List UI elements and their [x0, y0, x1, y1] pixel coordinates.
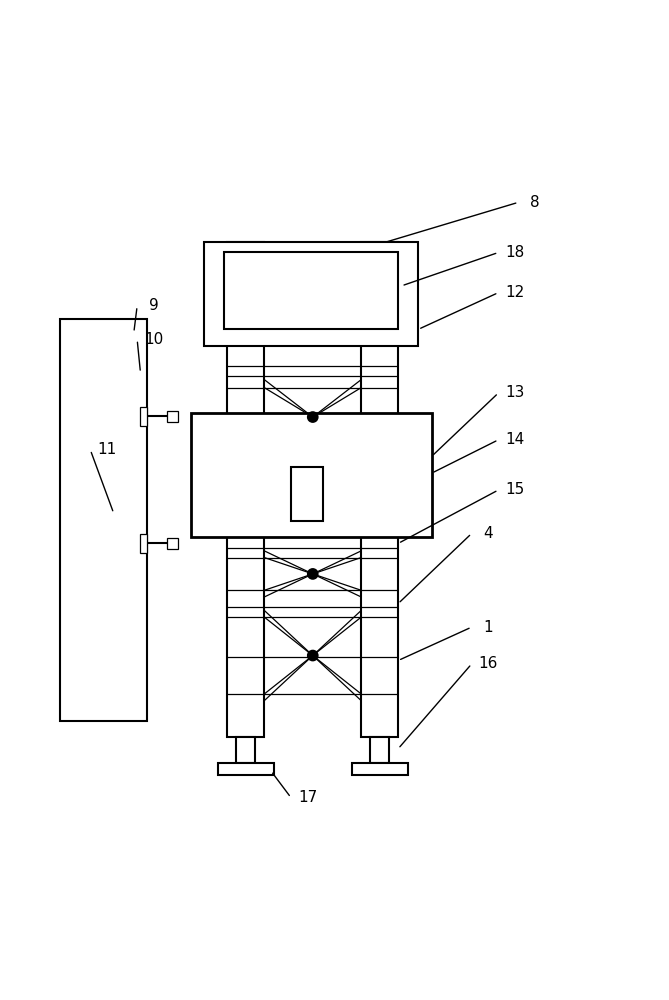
Circle shape — [308, 651, 318, 661]
Bar — [227, 242, 264, 737]
Text: 15: 15 — [506, 482, 524, 497]
Text: 4: 4 — [484, 526, 493, 541]
Text: 16: 16 — [479, 656, 498, 671]
Bar — [204, 242, 418, 346]
Text: 13: 13 — [506, 385, 524, 400]
Text: 14: 14 — [506, 432, 524, 447]
Bar — [291, 467, 323, 521]
Text: 11: 11 — [98, 442, 116, 457]
Bar — [224, 252, 398, 329]
Bar — [140, 407, 147, 426]
Text: 18: 18 — [506, 245, 524, 260]
Bar — [352, 763, 407, 775]
Bar — [140, 534, 147, 553]
Text: 17: 17 — [298, 790, 317, 805]
Text: 9: 9 — [149, 298, 159, 313]
Bar — [167, 411, 179, 422]
Text: 1: 1 — [484, 620, 493, 635]
Circle shape — [308, 412, 318, 422]
Text: 8: 8 — [531, 195, 540, 210]
Text: 12: 12 — [506, 285, 524, 300]
Text: 10: 10 — [145, 332, 163, 347]
Bar — [237, 737, 256, 763]
Bar — [361, 242, 398, 737]
Bar — [371, 737, 389, 763]
Bar — [191, 413, 432, 537]
Bar — [60, 319, 147, 721]
Bar — [218, 763, 274, 775]
Circle shape — [308, 569, 318, 579]
Bar — [167, 538, 179, 549]
